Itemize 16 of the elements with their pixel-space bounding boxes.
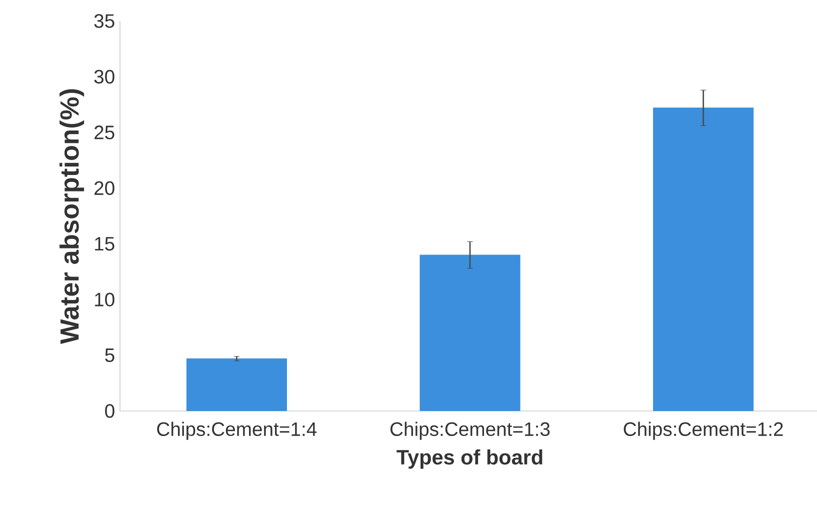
- y-tick-label: 5: [105, 348, 114, 362]
- x-axis-title: Types of board: [396, 449, 542, 469]
- y-tick-label: 15: [95, 237, 114, 251]
- y-tick-label: 10: [95, 292, 114, 306]
- x-tick-label: Chips:Cement=1:4: [157, 422, 317, 440]
- y-tick-label: 20: [94, 181, 114, 196]
- y-tick-label: 0: [105, 404, 114, 418]
- y-tick-label: 25: [94, 126, 114, 140]
- x-tick-label: Chips:Cement=1:2: [624, 422, 783, 440]
- bar: [653, 108, 754, 412]
- y-tick-label: 30: [94, 70, 114, 84]
- x-tick-label: Chips:Cement=1:3: [390, 422, 550, 440]
- y-axis-title: Water absorption(%): [60, 89, 84, 344]
- bar: [186, 358, 287, 412]
- y-tick-label: 35: [94, 14, 114, 28]
- bar: [420, 254, 520, 412]
